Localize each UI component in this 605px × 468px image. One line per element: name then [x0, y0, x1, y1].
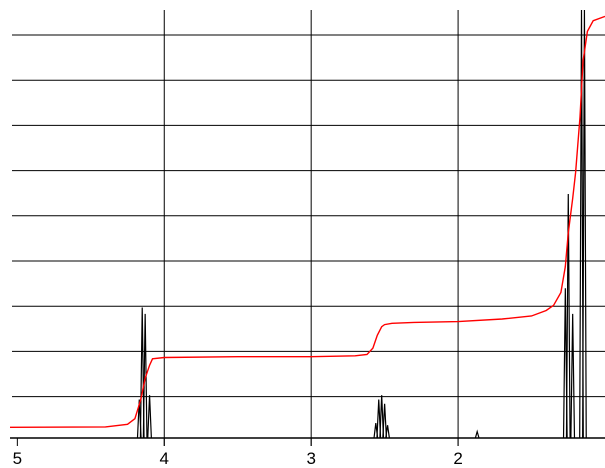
spectrum-peak: [147, 395, 152, 439]
spectrum-peak: [382, 403, 388, 439]
spectrum-peak: [582, 9, 587, 439]
x-tick-label: 2: [453, 449, 462, 468]
spectrum-peak: [379, 395, 385, 439]
vertical-gridlines: [163, 10, 459, 446]
integral-curve: [9, 15, 605, 428]
x-axis-ticks: 5 4 3 2: [13, 438, 463, 468]
spectrum-peak: [136, 399, 142, 439]
spectrum-peaks: [136, 9, 587, 439]
spectrum-peak: [385, 425, 390, 439]
spectrum-peak: [565, 194, 571, 439]
x-tick-label: 5: [13, 449, 22, 468]
horizontal-gridlines: [12, 34, 605, 398]
x-tick-label: 4: [160, 449, 169, 468]
spectrum-peak: [570, 313, 576, 439]
spectrum-peak: [474, 429, 480, 439]
x-tick-label: 3: [306, 449, 315, 468]
spectrum-peak: [142, 313, 148, 439]
